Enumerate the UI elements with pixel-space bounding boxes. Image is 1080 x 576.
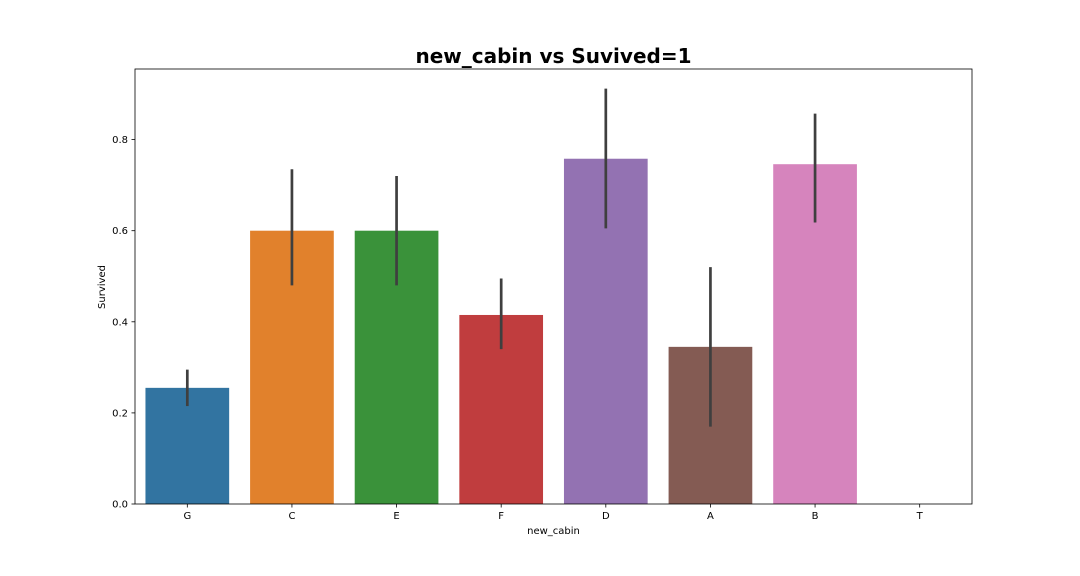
x-tick-label-F: F	[498, 511, 504, 522]
y-axis-label: Survived	[97, 265, 108, 309]
x-tick-label-T: T	[916, 511, 924, 522]
y-axis: 0.0 0.2 0.4 0.6 0.8	[112, 135, 135, 511]
x-tick-label-E: E	[393, 511, 399, 522]
chart-title: new_cabin vs Suvived=1	[415, 44, 691, 68]
x-tick-label-D: D	[602, 511, 610, 522]
y-tick-label-2: 0.4	[112, 317, 128, 328]
x-tick-label-A: A	[707, 511, 714, 522]
y-tick-label-3: 0.6	[112, 226, 128, 237]
y-tick-label-4: 0.8	[112, 135, 128, 146]
x-tick-label-G: G	[183, 511, 191, 522]
y-tick-label-0: 0.0	[112, 500, 128, 511]
x-tick-label-B: B	[812, 511, 819, 522]
error-bars-group	[185, 88, 817, 427]
x-tick-label-C: C	[288, 511, 295, 522]
plot-frame	[134, 68, 973, 505]
bar-G	[145, 387, 230, 504]
x-axis-label: new_cabin	[527, 526, 580, 537]
y-tick-label-1: 0.2	[112, 408, 128, 419]
